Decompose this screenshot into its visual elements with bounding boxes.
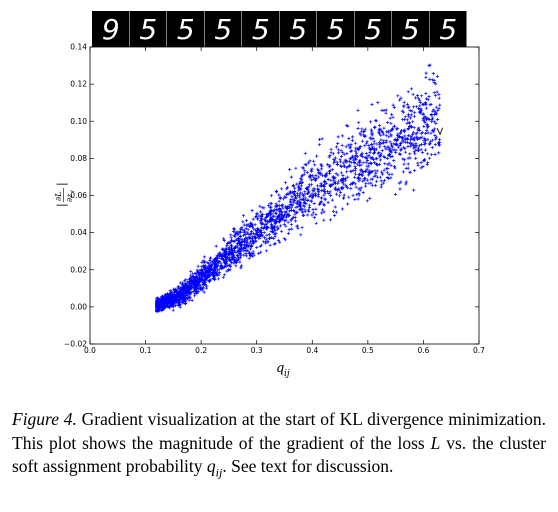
y-tick-label: 0.00 bbox=[70, 302, 87, 311]
caption-text-part1: Gradient visualization at the start of K… bbox=[12, 409, 547, 453]
digit-glyph: 5 bbox=[439, 13, 457, 46]
y-tick-label: 0.10 bbox=[70, 117, 87, 126]
digit-thumbnail bbox=[354, 11, 392, 47]
x-axis-ticks: 0.0 0.1 0.2 0.3 0.4 0.5 0.6 0.7 bbox=[84, 47, 485, 355]
svg-text:i: i bbox=[70, 190, 76, 192]
scatter-points bbox=[155, 63, 442, 314]
figure-label: Figure 4. bbox=[12, 409, 77, 429]
x-tick-label: 0.6 bbox=[417, 346, 429, 355]
caption-text-part2: vs. the cluster soft assignment probabil… bbox=[12, 432, 546, 477]
y-tick-label: 0.02 bbox=[70, 265, 87, 274]
x-tick-label: 0.7 bbox=[473, 346, 485, 355]
svg-text:∂L: ∂L bbox=[54, 192, 63, 201]
digit-glyph: 5 bbox=[214, 13, 232, 46]
y-tick-label: 0.12 bbox=[70, 80, 87, 89]
y-axis-label: | ∂L ∂z i | bbox=[54, 182, 76, 207]
x-tick-label: 0.1 bbox=[140, 346, 152, 355]
x-tick-label: 0.4 bbox=[306, 346, 318, 355]
y-tick-label: 0.04 bbox=[70, 228, 87, 237]
x-axis-label: q ij bbox=[276, 361, 290, 379]
digit-thumbnail bbox=[392, 11, 429, 47]
digit-glyph: 5 bbox=[364, 13, 382, 46]
y-tick-label: 0.08 bbox=[70, 154, 87, 163]
digit-thumbnail bbox=[92, 11, 129, 47]
x-tick-label: 0.3 bbox=[251, 346, 263, 355]
y-tick-label: 0.06 bbox=[70, 191, 87, 200]
digit-thumbnail bbox=[279, 11, 317, 47]
digit-glyph: 9 bbox=[102, 13, 120, 46]
digit-thumbnail bbox=[242, 11, 279, 47]
y-axis-ticks: −0.02 0.00 0.02 0.04 0.06 0.08 0.10 0.12 0.14 bbox=[64, 43, 479, 349]
digit-glyph: 5 bbox=[177, 13, 195, 46]
figure-caption: Figure 4. Gradient visualization at the … bbox=[12, 408, 546, 485]
digit-glyph: 5 bbox=[289, 13, 307, 46]
digit-thumbnail bbox=[429, 11, 467, 47]
caption-math-q-subscript: ij bbox=[215, 465, 223, 480]
digit-glyph: 5 bbox=[139, 13, 157, 46]
digit-thumbnail bbox=[204, 11, 242, 47]
arrow-markers bbox=[436, 127, 444, 136]
svg-text:|: | bbox=[55, 203, 69, 207]
x-tick-label: 0.0 bbox=[84, 346, 96, 355]
x-tick-label: 0.2 bbox=[195, 346, 207, 355]
arrow-head bbox=[436, 127, 444, 136]
svg-text:ij: ij bbox=[284, 369, 290, 379]
digit-glyph: 5 bbox=[402, 13, 420, 46]
svg-text:|: | bbox=[55, 182, 69, 186]
digit-glyph: 5 bbox=[327, 13, 345, 46]
digit-thumbnail bbox=[317, 11, 354, 47]
caption-text-part3: . See text for discussion. bbox=[222, 456, 394, 476]
caption-math-q-base: q bbox=[206, 456, 216, 476]
svg-text:q: q bbox=[276, 361, 284, 376]
caption-math-q: qij bbox=[206, 456, 222, 480]
digit-glyph: 5 bbox=[252, 13, 270, 46]
x-tick-label: 0.5 bbox=[362, 346, 374, 355]
y-tick-label: −0.02 bbox=[64, 340, 87, 349]
scatter-markers bbox=[155, 63, 442, 314]
svg-text:∂z: ∂z bbox=[65, 193, 74, 202]
y-tick-label: 0.14 bbox=[70, 43, 87, 52]
caption-math-L: L bbox=[430, 432, 441, 453]
digit-thumbnail bbox=[167, 11, 204, 47]
digit-thumbnail bbox=[129, 11, 167, 47]
